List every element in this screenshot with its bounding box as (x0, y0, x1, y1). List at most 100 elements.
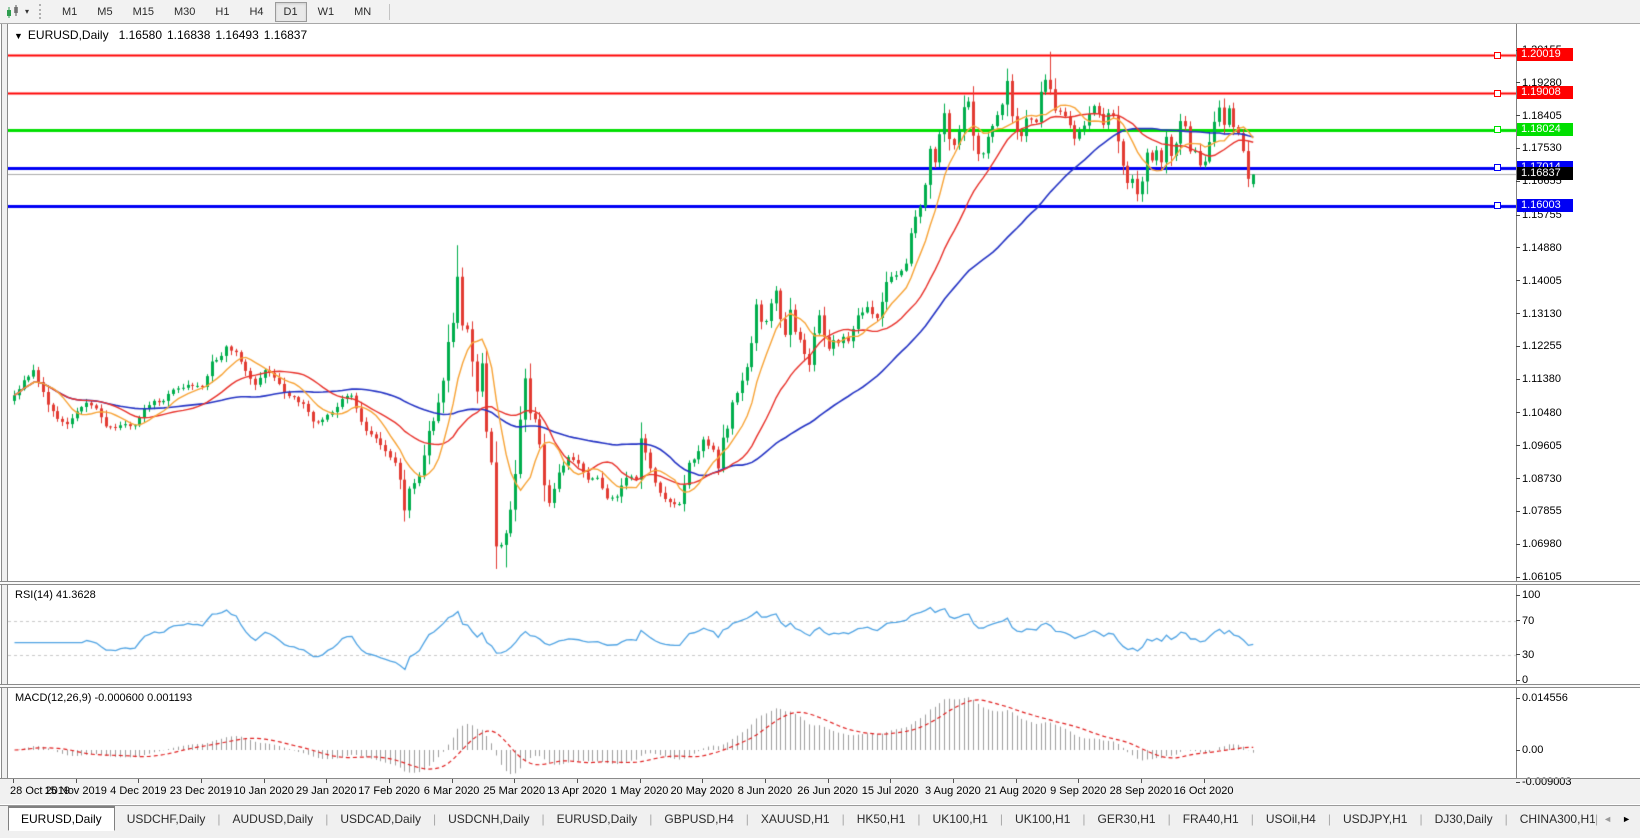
tab-separator: | (433, 811, 437, 826)
price-tickmark (1516, 576, 1520, 578)
tab-separator: | (745, 811, 749, 826)
chart-tab-usoil-h4[interactable]: USOil,H4 (1265, 811, 1316, 826)
price-tickmark (1516, 543, 1520, 545)
date-tickmark (764, 779, 766, 783)
timeframe-button-h4[interactable]: H4 (249, 5, 264, 18)
chart-tab-usdchf-daily[interactable]: USDCHF,Daily (126, 811, 206, 826)
price-tickmark (1516, 445, 1520, 447)
price-tick-label: 1.15755 (1522, 209, 1562, 222)
timeframe-button-mn[interactable]: MN (354, 5, 372, 18)
rsi-indicator-chart[interactable] (8, 585, 1516, 684)
chart-symbol-label: EURUSD,Daily (27, 28, 109, 42)
chart-tab-xauusd-h1[interactable]: XAUUSD,H1 (760, 811, 830, 826)
ohlc-open: 1.16580 (118, 28, 162, 42)
price-tick-label: 1.11380 (1522, 373, 1561, 386)
price-tickmark (1516, 115, 1520, 117)
timeframe-button-m1[interactable]: M1 (62, 5, 78, 18)
price-axis-line (1516, 24, 1517, 779)
toolbar-grip[interactable] (39, 4, 44, 19)
tab-scroll-left-icon[interactable]: ◄ (1603, 813, 1613, 824)
date-tickmark (1015, 779, 1017, 783)
rsi-tickmark (1516, 594, 1520, 596)
macd-indicator-chart[interactable] (8, 688, 1516, 778)
date-tickmark (263, 779, 265, 783)
date-tick-label: 25 Mar 2020 (483, 785, 546, 797)
chart-window: ▼ EURUSD,Daily 1.16580 1.16838 1.16493 1.1683… (0, 24, 1640, 805)
chart-type-button[interactable]: ▾ (5, 4, 30, 19)
chart-tab-eurusd-daily[interactable]: EURUSD,Daily (556, 811, 638, 826)
rsi-tick-label: 100 (1522, 589, 1541, 601)
chart-tab-fra40-h1[interactable]: FRA40,H1 (1182, 811, 1239, 826)
chart-tab-uk100-h1[interactable]: UK100,H1 (932, 811, 988, 826)
chart-tab-usdcad-daily[interactable]: USDCAD,Daily (340, 811, 421, 826)
chart-tab-bar: EURUSD,Daily USDCHF,Daily | AUDUSD,Daily | US… (0, 805, 1640, 838)
chart-tab-dj30-daily[interactable]: DJ30,Daily (1434, 811, 1493, 826)
date-tickmark (388, 779, 390, 783)
chart-tab-hk50-h1[interactable]: HK50,H1 (856, 811, 906, 826)
tab-scroll-arrows: | ◄ ► (1595, 806, 1636, 831)
rsi-tick-label: 70 (1522, 614, 1535, 627)
date-tick-label: 1 May 2020 (610, 785, 669, 797)
timeframe-button-m30[interactable]: M30 (173, 5, 196, 18)
date-tick-label: 4 Dec 2019 (110, 785, 167, 797)
price-tick-label: 1.09605 (1522, 439, 1562, 452)
date-tickmark (702, 779, 704, 783)
date-tick-label: 26 Jun 2020 (797, 785, 858, 797)
date-tick-label: 6 Mar 2020 (423, 785, 480, 797)
tab-separator: | (325, 811, 329, 826)
tab-scroll-right-icon[interactable]: ► (1622, 813, 1631, 824)
tab-separator: | (917, 811, 921, 826)
price-tickmark (1516, 280, 1520, 282)
main-price-chart[interactable] (8, 24, 1516, 581)
window-frame-left (1, 24, 8, 804)
ohlc-low: 1.16493 (215, 28, 259, 42)
timeframe-toolbar: ▾ M1 M5 M15 M30 H1 H4 D1 W1 MN (0, 0, 1640, 24)
date-tickmark (1140, 779, 1142, 783)
rsi-tickmark (1516, 654, 1520, 655)
hline-price-tag[interactable]: 1.16003 (1517, 198, 1573, 212)
date-tick-label: 29 Jan 2020 (296, 785, 357, 797)
tab-separator: | (1419, 811, 1423, 826)
hline-price-tag[interactable]: 1.19008 (1517, 86, 1573, 100)
hline-handle[interactable] (1494, 89, 1501, 97)
chart-tab-china300-h1[interactable]: CHINA300,H1 (1519, 811, 1596, 826)
date-tick-label: 9 Sep 2020 (1050, 785, 1107, 797)
timeframe-button-m5[interactable]: M5 (97, 5, 113, 18)
timeframe-button-d1[interactable]: D1 (274, 1, 307, 22)
date-tick-label: 15 Jul 2020 (861, 785, 919, 797)
hline-price-tag[interactable]: 1.20019 (1517, 48, 1573, 62)
date-tick-label: 10 Jan 2020 (233, 785, 294, 797)
panel-splitter-macd[interactable] (0, 684, 1640, 688)
date-tick-label: 23 Dec 2019 (169, 785, 233, 797)
price-tickmark (1516, 180, 1520, 182)
hline-handle[interactable] (1494, 164, 1501, 172)
date-tick-label: 16 Oct 2020 (1173, 785, 1234, 797)
hline-handle[interactable] (1494, 202, 1501, 210)
chart-type-caret-icon[interactable]: ▾ (25, 7, 30, 16)
hline-handle[interactable] (1494, 51, 1501, 59)
timeframe-button-m15[interactable]: M15 (132, 5, 154, 18)
panel-splitter-rsi[interactable] (0, 581, 1640, 585)
price-tick-label: 1.08730 (1522, 472, 1562, 485)
hline-price-tag[interactable]: 1.18024 (1517, 122, 1573, 136)
chart-tab-gbpusd-h4[interactable]: GBPUSD,H4 (664, 811, 734, 826)
rsi-tickmark (1516, 679, 1520, 681)
hline-handle[interactable] (1494, 126, 1501, 134)
chart-tab-eurusd-daily[interactable]: EURUSD,Daily (8, 806, 115, 831)
date-tickmark (576, 779, 578, 783)
chart-tab-usdjpy-h1[interactable]: USDJPY,H1 (1342, 811, 1408, 826)
date-tickmark (952, 779, 954, 783)
chart-tab-usdcnh-daily[interactable]: USDCNH,Daily (448, 811, 530, 826)
date-tickmark (639, 779, 641, 783)
price-tickmark (1516, 510, 1520, 512)
timeframe-button-h1[interactable]: H1 (215, 5, 230, 18)
date-axis (0, 779, 1640, 804)
date-tickmark (138, 779, 140, 783)
chart-tab-ger30-h1[interactable]: GER30,H1 (1097, 811, 1156, 826)
timeframe-button-w1[interactable]: W1 (317, 5, 335, 18)
chart-tab-audusd-daily[interactable]: AUDUSD,Daily (232, 811, 314, 826)
toolbar-separator (389, 3, 391, 20)
chart-tab-uk100-h1[interactable]: UK100,H1 (1015, 811, 1071, 826)
price-tickmark (1516, 378, 1520, 380)
